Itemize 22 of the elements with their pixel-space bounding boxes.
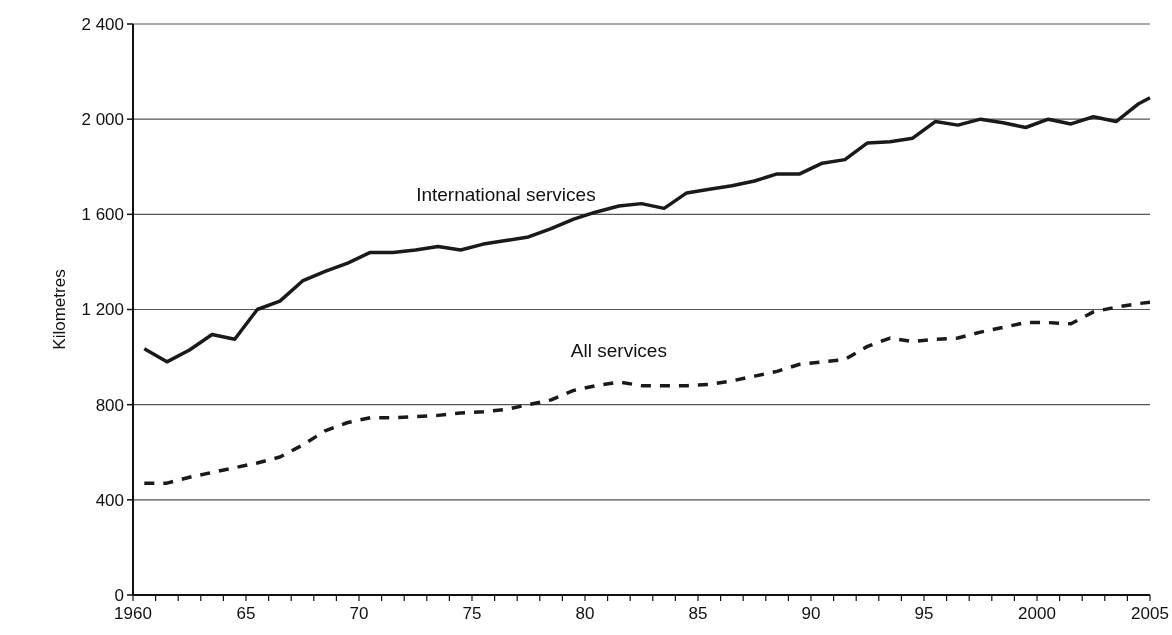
y-tick-label: 0 [114,585,124,605]
x-tick-label: 1960 [114,604,152,623]
series-label: International services [416,183,596,205]
line-series [142,96,1152,364]
y-tick-label: 2 400 [81,14,124,34]
x-tick-label: 2000 [1018,604,1056,623]
x-tick-label: 2005 [1131,604,1169,623]
x-tick-label: 65 [236,604,256,623]
y-tick-label: 800 [95,395,124,415]
x-tick-label: 90 [801,604,821,623]
x-tick-label: 70 [349,604,369,623]
x-tick-label: 75 [462,604,482,623]
y-tick-label: 1 600 [81,205,124,225]
x-tick-label: 85 [688,604,708,623]
x-tick-label: 80 [575,604,595,623]
y-tick-label: 400 [95,490,124,510]
series-label: All services [570,340,667,362]
line-series [142,300,1152,485]
y-tick-label: 1 200 [81,300,124,320]
y-tick-label: 2 000 [81,110,124,130]
x-tick-label: 95 [914,604,934,623]
y-axis-title: Kilometres [50,269,69,350]
